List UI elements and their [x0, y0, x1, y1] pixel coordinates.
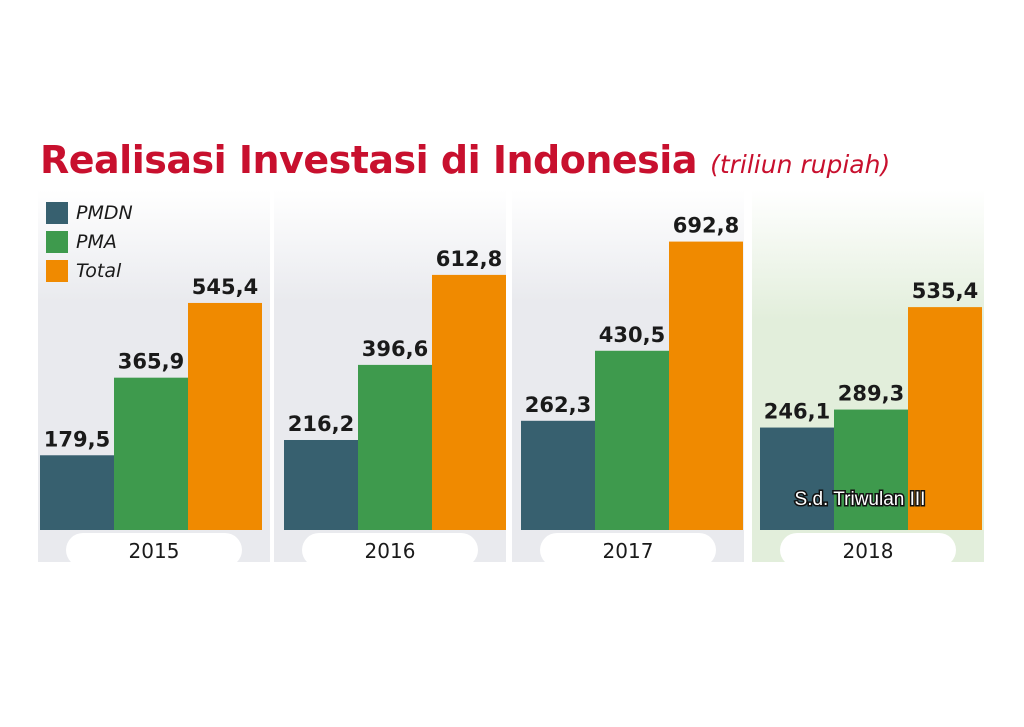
legend-label-pma: PMA	[76, 230, 117, 253]
bar-pma-2017	[595, 350, 669, 530]
data-label-pma-2015: 365,9	[118, 350, 184, 374]
bar-pmdn-2017	[521, 420, 595, 530]
legend-swatch-pmdn	[46, 201, 68, 224]
year-pill-2018	[780, 533, 956, 567]
legend-item-pmdn: PMDN	[46, 198, 133, 227]
bar-total-2016	[432, 274, 506, 530]
legend-item-pma: PMA	[46, 227, 133, 256]
x-tick-label-2018: 2018	[843, 539, 894, 563]
legend-label-pmdn: PMDN	[76, 201, 133, 224]
bar-pma-2018	[834, 409, 908, 530]
annotation-2018: S.d. Triwulan III	[795, 489, 926, 510]
legend-swatch-pma	[46, 230, 68, 253]
data-label-pmdn-2015: 179,5	[44, 427, 110, 451]
bar-pmdn-2018	[760, 427, 834, 530]
chart-title: Realisasi Investasi di Indonesia	[40, 138, 697, 182]
bar-pmdn-2015	[40, 455, 114, 530]
data-label-pmdn-2018: 246,1	[764, 400, 830, 424]
legend-swatch-total	[46, 259, 68, 282]
x-tick-label-2017: 2017	[603, 539, 654, 563]
data-label-total-2015: 545,4	[192, 275, 258, 299]
year-pill-2015	[66, 533, 242, 567]
chart-title-row: Realisasi Investasi di Indonesia (triliu…	[40, 138, 890, 182]
year-pill-2017	[540, 533, 716, 567]
bar-pmdn-2016	[284, 439, 358, 530]
data-label-pma-2017: 430,5	[599, 323, 665, 347]
x-tick-label-2015: 2015	[129, 539, 180, 563]
chart-legend: PMDN PMA Total	[46, 198, 133, 285]
data-label-pma-2016: 396,6	[362, 337, 428, 361]
data-label-total-2016: 612,8	[436, 247, 502, 271]
legend-label-total: Total	[76, 259, 122, 282]
data-label-pma-2018: 289,3	[838, 382, 904, 406]
x-tick-label-2016: 2016	[365, 539, 416, 563]
data-label-pmdn-2017: 262,3	[525, 393, 591, 417]
bar-pma-2015	[114, 377, 188, 530]
legend-item-total: Total	[46, 256, 133, 285]
bar-total-2015	[188, 302, 262, 530]
data-label-total-2018: 535,4	[912, 279, 978, 303]
data-label-pmdn-2016: 216,2	[288, 412, 354, 436]
data-label-total-2017: 692,8	[673, 214, 739, 238]
bar-total-2018	[908, 307, 982, 530]
bar-total-2017	[669, 241, 743, 531]
year-pill-2016	[302, 533, 478, 567]
bar-pma-2016	[358, 364, 432, 530]
chart-subtitle: (triliun rupiah)	[710, 150, 891, 179]
